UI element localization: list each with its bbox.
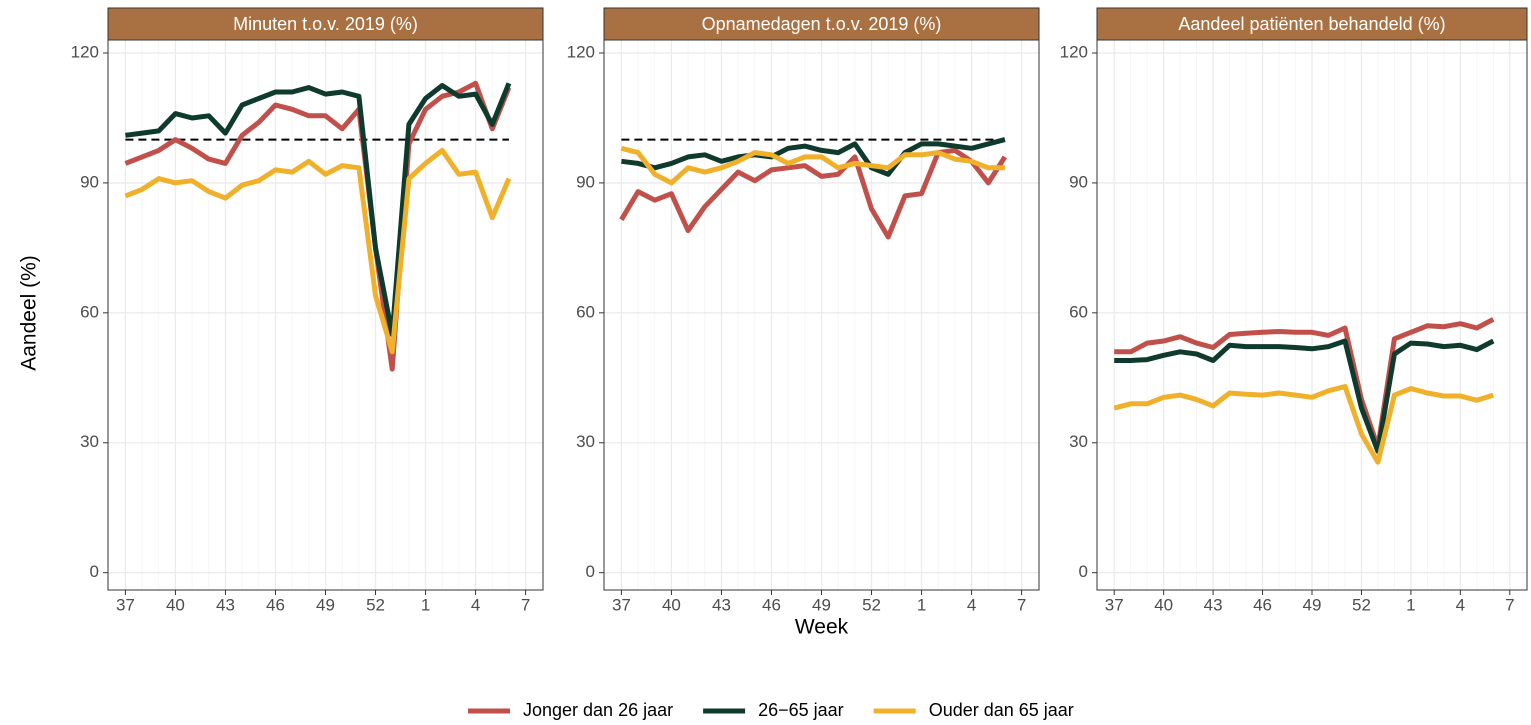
- strip-title: Minuten t.o.v. 2019 (%): [233, 14, 418, 34]
- y-tick-label: 120: [567, 42, 595, 61]
- y-tick-label: 0: [586, 562, 595, 581]
- y-tick-label: 120: [71, 42, 99, 61]
- series-line: [621, 137, 1006, 177]
- x-tick-label: 40: [166, 595, 185, 614]
- y-tick-label: 120: [1060, 42, 1088, 61]
- legend-label: Ouder dan 65 jaar: [929, 700, 1074, 720]
- series-line: [125, 82, 512, 337]
- y-tick-label: 60: [1069, 302, 1088, 321]
- x-tick-label: 1: [421, 595, 430, 614]
- x-tick-label: 40: [1154, 595, 1173, 614]
- series-line: [1114, 338, 1495, 454]
- y-tick-label: 90: [1069, 172, 1088, 191]
- x-tick-label: 37: [1105, 595, 1124, 614]
- x-tick-label: 49: [316, 595, 335, 614]
- x-tick-label: 37: [612, 595, 631, 614]
- y-tick-label: 60: [80, 302, 99, 321]
- x-tick-label: 52: [1352, 595, 1371, 614]
- x-tick-label: 46: [762, 595, 781, 614]
- y-tick-label: 60: [576, 302, 595, 321]
- series-line: [1113, 384, 1495, 465]
- x-tick-label: 4: [967, 595, 976, 614]
- strip: [107, 7, 544, 41]
- series-line: [124, 147, 512, 355]
- x-tick-label: 43: [712, 595, 731, 614]
- legend-label: 26−65 jaar: [758, 700, 844, 720]
- strip: [603, 7, 1040, 41]
- y-tick-label: 30: [576, 432, 595, 451]
- strip-title: Aandeel patiënten behandeld (%): [1178, 14, 1445, 34]
- x-tick-label: 7: [1505, 595, 1514, 614]
- x-tick-label: 4: [1456, 595, 1465, 614]
- x-tick-label: 52: [862, 595, 881, 614]
- strip: [1096, 7, 1528, 41]
- x-tick-label: 4: [471, 595, 480, 614]
- series-line: [1114, 317, 1495, 450]
- y-axis-label: Aandeel (%): [18, 255, 41, 371]
- x-tick-label: 37: [116, 595, 135, 614]
- y-tick-label: 30: [80, 432, 99, 451]
- y-tick-label: 90: [80, 172, 99, 191]
- x-tick-label: 40: [662, 595, 681, 614]
- x-tick-label: 46: [266, 595, 285, 614]
- y-tick-label: 0: [1079, 562, 1088, 581]
- x-tick-label: 1: [917, 595, 926, 614]
- x-tick-label: 7: [1017, 595, 1026, 614]
- x-tick-label: 43: [1204, 595, 1223, 614]
- legend-label: Jonger dan 26 jaar: [523, 700, 673, 720]
- y-tick-label: 30: [1069, 432, 1088, 451]
- series-line: [620, 145, 1005, 186]
- x-tick-label: 49: [812, 595, 831, 614]
- series-line: [124, 80, 512, 372]
- x-tick-label: 52: [366, 595, 385, 614]
- x-tick-label: 43: [216, 595, 235, 614]
- y-tick-label: 0: [90, 562, 99, 581]
- x-axis-label: Week: [795, 616, 849, 639]
- x-tick-label: 49: [1303, 595, 1322, 614]
- strip-title: Opnamedagen t.o.v. 2019 (%): [702, 14, 942, 34]
- x-tick-label: 46: [1253, 595, 1272, 614]
- x-tick-label: 7: [521, 595, 530, 614]
- x-tick-label: 1: [1406, 595, 1415, 614]
- y-tick-label: 90: [576, 172, 595, 191]
